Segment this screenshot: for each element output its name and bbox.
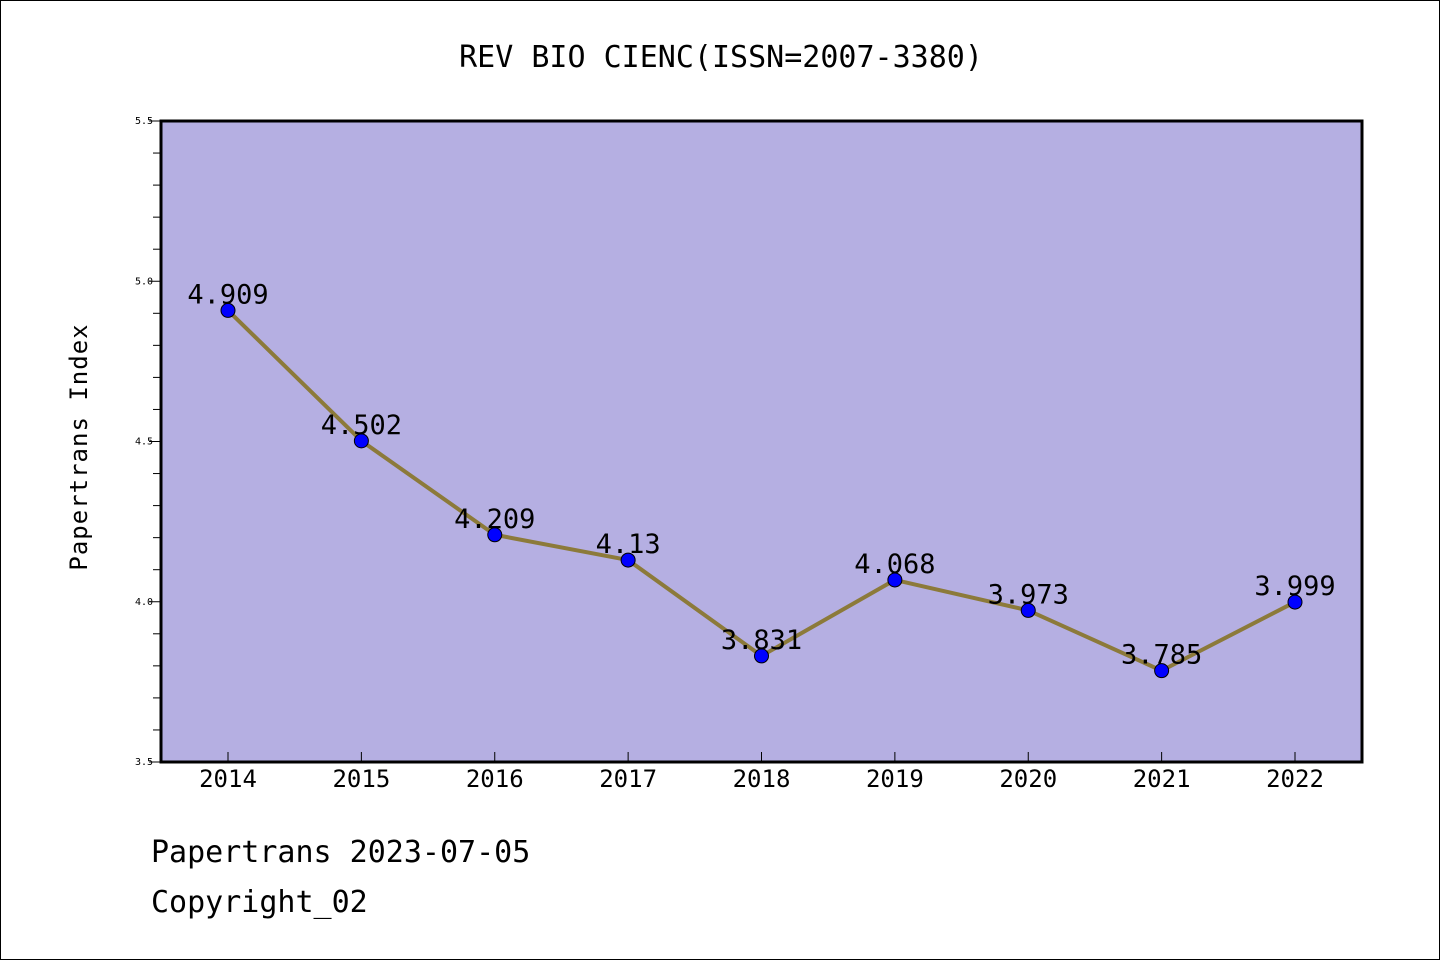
data-label: 3.785 bbox=[1121, 640, 1202, 671]
data-point bbox=[1020, 602, 1036, 618]
x-axis: 2014 2015 2016 2017 2018 2019 2020 2021 2022 bbox=[199, 752, 1324, 793]
y-axis-label: Papertrans Index bbox=[65, 323, 93, 570]
x-tick-label: 2022 bbox=[1266, 765, 1324, 793]
x-tick-label: 2016 bbox=[466, 765, 524, 793]
data-point bbox=[487, 527, 503, 543]
y-tick-label: 3.5 bbox=[135, 757, 153, 768]
x-tick-label: 2019 bbox=[866, 765, 924, 793]
y-axis: 3.5 4.0 4.5 5.0 5.5 bbox=[135, 116, 161, 768]
data-point bbox=[754, 648, 769, 664]
x-tick-label: 2014 bbox=[199, 765, 257, 793]
data-label: 4.502 bbox=[321, 410, 402, 441]
data-label: 4.209 bbox=[454, 504, 535, 535]
copyright-text: Copyright_02 bbox=[151, 885, 368, 920]
x-tick-label: 2020 bbox=[999, 765, 1057, 793]
y-tick-label: 5.0 bbox=[135, 276, 153, 287]
data-point bbox=[353, 433, 369, 449]
chart-title: REV BIO CIENC(ISSN=2007-3380) bbox=[459, 40, 983, 75]
data-series: 4.909 4.502 4.209 4.13 3.831 4.068 3.973 3.785 3… bbox=[187, 279, 1336, 679]
x-tick-label: 2021 bbox=[1133, 765, 1191, 793]
y-tick-label: 4.0 bbox=[135, 597, 153, 608]
data-point bbox=[620, 552, 636, 568]
x-tick-label: 2017 bbox=[599, 765, 657, 793]
x-tick-label: 2018 bbox=[733, 765, 791, 793]
data-point bbox=[887, 572, 903, 588]
data-label: 3.999 bbox=[1254, 571, 1335, 602]
data-label: 3.831 bbox=[721, 625, 802, 656]
data-point bbox=[1154, 663, 1170, 679]
y-tick-label: 4.5 bbox=[135, 437, 153, 448]
data-point bbox=[220, 302, 236, 318]
y-tick-label: 5.5 bbox=[135, 116, 153, 127]
data-label: 4.13 bbox=[596, 529, 661, 560]
data-label: 3.973 bbox=[988, 579, 1069, 610]
data-point bbox=[1287, 594, 1303, 610]
source-date-text: Papertrans 2023-07-05 bbox=[151, 835, 531, 870]
data-label: 4.068 bbox=[854, 549, 935, 580]
x-tick-label: 2015 bbox=[332, 765, 390, 793]
data-label: 4.909 bbox=[187, 279, 268, 310]
